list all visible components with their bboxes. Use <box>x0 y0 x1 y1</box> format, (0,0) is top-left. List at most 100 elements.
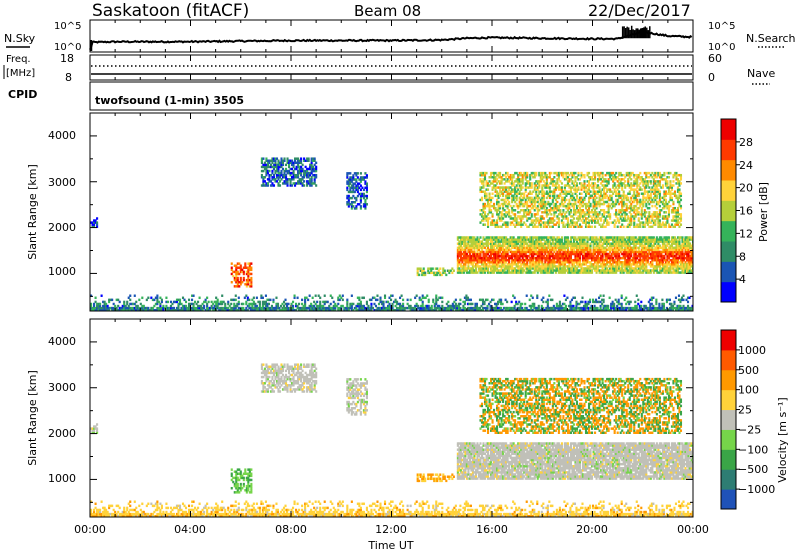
power-echo-cell <box>629 308 632 311</box>
power-echo-cell <box>308 294 311 297</box>
power-echo-cell <box>596 306 599 310</box>
power-echo-cell <box>660 263 663 266</box>
power-echo-cell <box>150 308 153 311</box>
power-echo-cell <box>553 269 556 272</box>
power-echo-cell <box>508 258 511 262</box>
power-echo-cell <box>566 246 569 250</box>
power-echo-cell <box>684 240 687 243</box>
power-echo-cell <box>523 238 526 241</box>
power-echo-cell <box>156 306 159 310</box>
power-echo-cell <box>515 250 518 254</box>
power-echo-cell <box>236 285 239 288</box>
power-echo-cell <box>509 256 512 260</box>
power-echo-cell <box>230 302 233 306</box>
power-echo-cell <box>517 248 520 252</box>
power-echo-cell <box>586 238 589 241</box>
power-echo-cell <box>518 184 521 187</box>
power-echo-cell <box>418 308 421 311</box>
power-echo-cell <box>100 308 103 311</box>
power-echo-cell <box>365 186 368 190</box>
power-echo-cell <box>538 269 541 272</box>
power-echo-cell <box>506 186 509 189</box>
power-echo-cell <box>496 265 499 268</box>
power-echo-cell <box>475 308 479 311</box>
power-echo-cell <box>577 252 580 256</box>
power-echo-cell <box>535 236 538 239</box>
power-echo-cell <box>594 269 597 272</box>
power-echo-cell <box>507 306 510 310</box>
power-echo-cell <box>520 244 523 248</box>
power-echo-cell <box>269 184 273 187</box>
power-echo-cell <box>263 308 266 311</box>
power-echo-cell <box>603 252 606 256</box>
power-echo-cell <box>690 256 693 260</box>
power-echo-cell <box>690 244 693 248</box>
power-echo-cell <box>485 267 488 270</box>
power-echo-cell <box>574 256 577 260</box>
power-echo-cell <box>584 252 588 256</box>
power-echo-cell <box>470 250 473 254</box>
power-echo-cell <box>191 302 194 306</box>
power-echo-cell <box>254 308 257 311</box>
power-echo-cell <box>581 244 585 248</box>
power-echo-cell <box>676 248 680 252</box>
power-echo-cell <box>294 182 297 185</box>
power-echo-cell <box>245 270 248 274</box>
power-echo-cell <box>661 238 664 241</box>
power-echo-cell <box>575 238 579 241</box>
power-echo-cell <box>554 240 557 243</box>
power-echo-cell <box>484 298 488 302</box>
power-echo-cell <box>485 194 488 198</box>
power-echo-cell <box>283 157 286 160</box>
power-echo-cell <box>519 304 522 308</box>
power-echo-cell <box>532 238 535 241</box>
power-echo-cell <box>349 304 352 308</box>
power-echo-cell <box>636 240 639 243</box>
power-echo-cell <box>670 244 673 248</box>
power-echo-cell <box>557 238 560 241</box>
power-echo-cell <box>554 306 557 310</box>
power-echo-cell <box>480 196 484 200</box>
power-echo-cell <box>582 306 586 310</box>
power-echo-cell <box>586 248 589 252</box>
power-echo-cell <box>578 244 582 248</box>
power-echo-cell <box>538 252 541 256</box>
power-echo-cell <box>563 261 566 264</box>
power-echo-cell <box>313 169 316 173</box>
power-echo-cell <box>203 300 206 304</box>
power-echo-cell <box>292 304 295 308</box>
power-echo-cell <box>511 196 514 200</box>
power-echo-cell <box>362 176 365 179</box>
power-echo-cell <box>147 306 150 310</box>
power-echo-cell <box>482 180 485 183</box>
power-echo-cell <box>476 263 479 266</box>
power-echo-cell <box>633 256 636 260</box>
power-echo-cell <box>583 250 586 254</box>
power-echo-cell <box>295 167 298 171</box>
power-echo-cell <box>681 265 684 268</box>
power-echo-cell <box>584 267 588 270</box>
power-echo-cell <box>352 176 355 179</box>
power-echo-cell <box>304 165 307 169</box>
power-echo-cell <box>670 248 673 252</box>
power-echo-cell <box>187 308 191 311</box>
power-echo-cell <box>359 184 362 187</box>
power-echo-cell <box>568 250 571 254</box>
power-echo-cell <box>598 236 601 239</box>
power-echo-cell <box>485 184 488 187</box>
power-echo-cell <box>474 308 477 311</box>
power-echo-cell <box>560 256 563 260</box>
power-echo-cell <box>621 238 624 241</box>
power-echo-cell <box>526 258 529 262</box>
power-echo-cell <box>340 304 343 308</box>
power-echo-cell <box>530 306 533 310</box>
power-echo-cell <box>609 267 612 270</box>
power-echo-cell <box>422 271 425 275</box>
power-echo-cell <box>622 244 625 248</box>
power-echo-cell <box>473 271 476 274</box>
power-echo-cell <box>547 252 550 256</box>
power-echo-cell <box>479 261 482 264</box>
power-echo-cell <box>489 300 492 304</box>
power-echo-cell <box>297 161 300 165</box>
power-echo-cell <box>604 269 607 272</box>
